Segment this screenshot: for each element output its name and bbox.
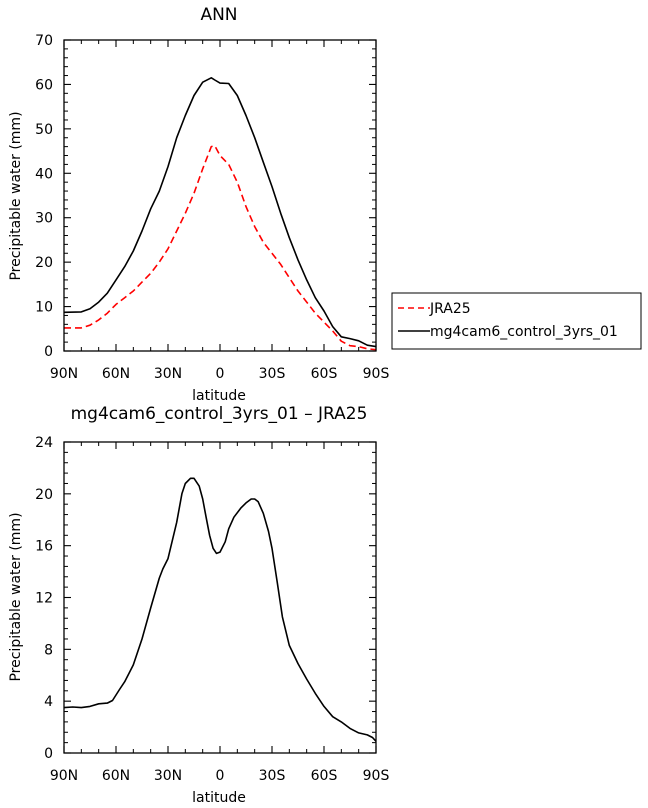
p1-x-tick-label: 30S bbox=[259, 366, 286, 382]
series-line-jra25 bbox=[64, 144, 377, 351]
panel-1-frame bbox=[63, 39, 377, 352]
panel-2-frame bbox=[63, 441, 377, 754]
p2-x-tick-label: 30N bbox=[154, 768, 182, 784]
p2-y-tick-label: 20 bbox=[35, 487, 53, 503]
p2-x-tick-label: 60S bbox=[311, 768, 338, 784]
panel-2-plot-area: 90N 60N 30N 0 30S 60S 90S 0 4 8 12 16 20 24 bbox=[35, 435, 389, 784]
panel-1-title: ANN bbox=[200, 5, 237, 25]
p1-x-tick-label: 30N bbox=[154, 366, 182, 382]
panel-1-y-axis-label: Precipitable water (mm) bbox=[8, 111, 24, 280]
legend: JRA25 mg4cam6_control_3yrs_01 bbox=[391, 292, 642, 350]
p2-difference-line bbox=[63, 477, 377, 742]
p1-y-tick-label: 40 bbox=[35, 166, 53, 182]
p2-y-tick-label: 4 bbox=[44, 694, 53, 710]
panel-1-plot-area: 90N 60N 30N 0 30S 60S 90S 0 10 20 30 40 50 60 70 bbox=[35, 33, 389, 382]
legend-label-model: mg4cam6_control_3yrs_01 bbox=[430, 324, 618, 340]
p1-x-tick-label: 60S bbox=[311, 366, 338, 382]
p2-x-tick-label: 90S bbox=[363, 768, 390, 784]
panel-2-title: mg4cam6_control_3yrs_01 – JRA25 bbox=[71, 404, 368, 424]
panel-1-x-axis-label: latitude bbox=[192, 388, 246, 404]
panel-difference: mg4cam6_control_3yrs_01 – JRA25 90N 60N 30… bbox=[8, 404, 389, 806]
p1-y-tick-label: 20 bbox=[35, 255, 53, 271]
legend-label-jra25: JRA25 bbox=[429, 301, 471, 317]
p2-x-tick-label: 60N bbox=[102, 768, 130, 784]
p1-y-tick-label: 10 bbox=[35, 300, 53, 316]
panel-2-y-axis-label: Precipitable water (mm) bbox=[8, 512, 24, 681]
p1-y-tick-label: 30 bbox=[35, 211, 53, 227]
p1-x-tick-label: 0 bbox=[216, 366, 225, 382]
panel-2-x-axis-label: latitude bbox=[192, 790, 246, 806]
panel-annual: ANN 90N 60N 30N 0 30S 60S 90S 0 10 20 30 40 50 60 70 l… bbox=[8, 5, 389, 404]
p1-x-tick-label: 90N bbox=[50, 366, 78, 382]
p2-y-tick-label: 16 bbox=[35, 539, 53, 555]
p1-x-tick-label: 90S bbox=[363, 366, 390, 382]
p1-y-tick-label: 70 bbox=[35, 33, 53, 49]
p1-y-tick-label: 60 bbox=[35, 77, 53, 93]
p2-y-tick-label: 8 bbox=[44, 642, 53, 658]
p1-y-tick-label: 50 bbox=[35, 122, 53, 138]
p2-x-tick-label: 90N bbox=[50, 768, 78, 784]
legend-box bbox=[391, 292, 642, 350]
p2-y-tick-label: 12 bbox=[35, 591, 53, 607]
p1-x-tick-label: 60N bbox=[102, 366, 130, 382]
p2-x-tick-label: 30S bbox=[259, 768, 286, 784]
series-line-mg4cam6-control-3yrs-01 bbox=[63, 77, 377, 348]
p2-y-tick-label: 0 bbox=[44, 746, 53, 762]
p1-y-tick-label: 0 bbox=[44, 344, 53, 360]
p2-y-tick-label: 24 bbox=[35, 435, 53, 451]
p2-x-tick-label: 0 bbox=[216, 768, 225, 784]
